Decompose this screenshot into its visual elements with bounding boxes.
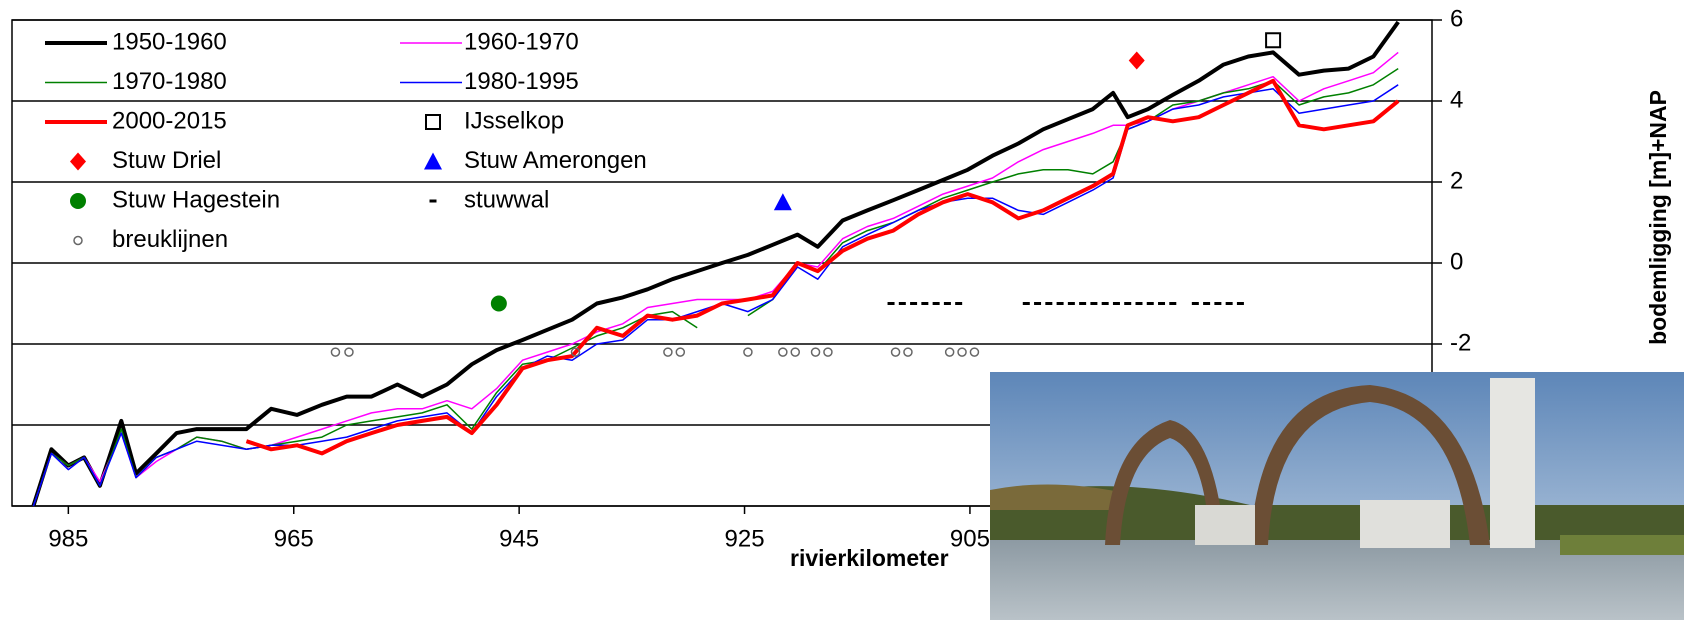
- x-tick-label: 965: [274, 525, 314, 552]
- legend-label: 1960-1970: [464, 28, 579, 55]
- marker-dash: [888, 302, 895, 305]
- y-tick-label: 0: [1450, 248, 1463, 275]
- marker-dash: [1023, 302, 1030, 305]
- marker-diamond: [1129, 52, 1145, 70]
- y-tick-label: 2: [1450, 167, 1463, 194]
- marker-triangle: [774, 193, 792, 210]
- x-tick-label: 985: [48, 525, 88, 552]
- marker-square: [1266, 33, 1280, 47]
- y-tick-label: -2: [1450, 329, 1471, 356]
- marker-dash: [1203, 302, 1210, 305]
- legend-label: 1980-1995: [464, 68, 579, 95]
- photo-building: [1195, 505, 1255, 545]
- marker-ring: [970, 348, 978, 356]
- legend-swatch: [426, 115, 440, 129]
- legend-label: 2000-2015: [112, 107, 227, 134]
- marker-ring: [676, 348, 684, 356]
- marker-ring: [664, 348, 672, 356]
- legend-label: stuwwal: [464, 186, 549, 213]
- legend-swatch: [430, 200, 437, 203]
- legend-label: Stuw Driel: [112, 147, 221, 174]
- chart: -6-4-202469859659459259058858651950-1960…: [0, 0, 1684, 620]
- marker-dash: [1090, 302, 1097, 305]
- marker-dash: [1124, 302, 1131, 305]
- legend-label: breuklijnen: [112, 226, 228, 253]
- marker-ring: [946, 348, 954, 356]
- marker-dash: [910, 302, 917, 305]
- legend-label: Stuw Amerongen: [464, 147, 647, 174]
- photo: [990, 372, 1684, 620]
- marker-ring: [892, 348, 900, 356]
- marker-dash: [1237, 302, 1244, 305]
- marker-dash: [1102, 302, 1109, 305]
- legend-label: Stuw Hagestein: [112, 186, 280, 213]
- marker-dash: [944, 302, 951, 305]
- marker-dash: [1158, 302, 1165, 305]
- y-axis-label: bodemligging [m]+NAP: [1645, 90, 1671, 345]
- marker-dash: [1045, 302, 1052, 305]
- marker-dash: [1214, 302, 1221, 305]
- x-tick-label: 945: [499, 525, 539, 552]
- marker-ring: [824, 348, 832, 356]
- legend-label: 1950-1960: [112, 28, 227, 55]
- marker-dash: [921, 302, 928, 305]
- legend-swatch: [70, 193, 86, 209]
- marker-dash: [1057, 302, 1064, 305]
- photo-bank: [1560, 535, 1684, 555]
- photo-building: [1360, 500, 1450, 548]
- marker-dash: [1169, 302, 1176, 305]
- marker-ring: [345, 348, 353, 356]
- legend-swatch: [70, 153, 86, 171]
- legend-label: IJsselkop: [464, 107, 564, 134]
- marker-dash: [933, 302, 940, 305]
- marker-ring: [744, 348, 752, 356]
- marker-ring: [958, 348, 966, 356]
- x-axis-label: rivierkilometer: [790, 545, 949, 571]
- y-tick-label: 4: [1450, 86, 1463, 113]
- marker-dash: [1079, 302, 1086, 305]
- marker-dash: [1135, 302, 1142, 305]
- legend-swatch: [424, 153, 442, 170]
- marker-dash: [1068, 302, 1075, 305]
- marker-dash: [1113, 302, 1120, 305]
- marker-dash: [955, 302, 962, 305]
- marker-dash: [1192, 302, 1199, 305]
- marker-ring: [791, 348, 799, 356]
- marker-ring: [779, 348, 787, 356]
- y-tick-label: 6: [1450, 5, 1463, 32]
- legend-swatch: [74, 237, 82, 245]
- marker-ring: [812, 348, 820, 356]
- marker-dash: [899, 302, 906, 305]
- marker-dash: [1147, 302, 1154, 305]
- legend-label: 1970-1980: [112, 68, 227, 95]
- photo-tower: [1490, 378, 1535, 548]
- marker-circle: [491, 296, 507, 312]
- marker-ring: [331, 348, 339, 356]
- marker-dash: [1034, 302, 1041, 305]
- legend: 1950-1960 1960-1970 1970-1980 1980-1995 2000…: [45, 28, 647, 253]
- marker-ring: [904, 348, 912, 356]
- x-tick-label: 905: [950, 525, 990, 552]
- marker-dash: [1226, 302, 1233, 305]
- x-tick-label: 925: [725, 525, 765, 552]
